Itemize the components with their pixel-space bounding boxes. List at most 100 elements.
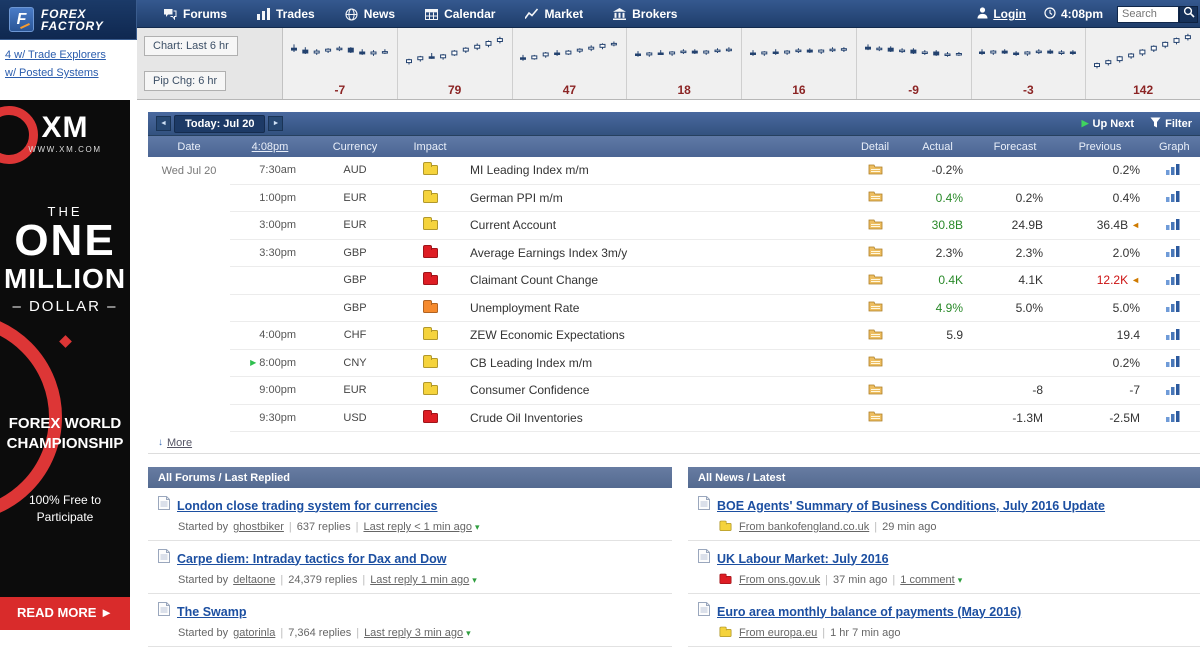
nav-item-label: Calendar	[444, 7, 496, 21]
more-link[interactable]: More	[167, 436, 193, 449]
pip-change-value[interactable]: -9	[908, 83, 919, 97]
news-source-link[interactable]: From europa.eu	[739, 627, 818, 639]
calendar-row[interactable]: ▶3:30pm GBP Average Earnings Index 3m/y …	[148, 240, 1200, 267]
graph-icon[interactable]	[1165, 245, 1180, 260]
pip-change-value[interactable]: -7	[334, 83, 346, 97]
pip-change-value[interactable]: 79	[447, 83, 462, 97]
graph-icon[interactable]	[1165, 273, 1180, 288]
next-day-button[interactable]: ►	[268, 116, 284, 131]
timezone-link[interactable]: 4:08pm	[251, 140, 289, 153]
mini-chart[interactable]: -9	[855, 28, 971, 99]
prev-day-button[interactable]: ◄	[156, 116, 171, 131]
xm-advertisement[interactable]: XM WWW.XM.COM THE ONE MILLION – DOLLAR –…	[0, 100, 130, 630]
calendar-row[interactable]: ▶9:00pm EUR Consumer Confidence -8 -7◄	[148, 377, 1200, 405]
thread-author-link[interactable]: deltaone	[233, 574, 276, 586]
graph-icon[interactable]	[1165, 328, 1180, 343]
event-actual	[900, 350, 975, 377]
detail-folder-icon[interactable]	[868, 218, 883, 233]
pip-change-value[interactable]: 47	[562, 83, 577, 97]
detail-folder-icon[interactable]	[868, 328, 883, 343]
nav-item-brokers[interactable]: Brokers	[598, 0, 692, 28]
filter-button[interactable]: Filter	[1150, 117, 1192, 131]
graph-icon[interactable]	[1165, 410, 1180, 425]
last-reply-link[interactable]: Last reply < 1 min ago	[363, 521, 472, 533]
today-label[interactable]: Today: Jul 20	[174, 114, 266, 133]
mini-chart[interactable]: -7	[283, 28, 397, 99]
thread-title-link[interactable]: Carpe diem: Intraday tactics for Dax and…	[177, 551, 447, 566]
dropdown-arrow-icon[interactable]: ▾	[957, 574, 963, 585]
search-input[interactable]	[1117, 5, 1179, 23]
graph-icon[interactable]	[1165, 218, 1180, 233]
calendar-row[interactable]: Wed Jul 20 ▶7:30am AUD MI Leading Index …	[148, 157, 1200, 185]
login-link[interactable]: Login	[977, 6, 1026, 22]
news-title-link[interactable]: BOE Agents' Summary of Business Conditio…	[717, 498, 1106, 513]
sidebar-link-trade-explorers[interactable]: 4 w/ Trade Explorers	[5, 49, 106, 61]
detail-folder-icon[interactable]	[868, 355, 883, 370]
thread-author-link[interactable]: gatorinla	[233, 627, 276, 639]
pip-change-value[interactable]: 18	[677, 83, 691, 97]
graph-icon[interactable]	[1165, 355, 1180, 370]
calendar-row[interactable]: ▶8:00pm CNY CB Leading Index m/m 0.2%◄	[148, 350, 1200, 377]
news-title-link[interactable]: Euro area monthly balance of payments (M…	[717, 604, 1022, 619]
ad-text: – DOLLAR –	[12, 298, 118, 315]
mini-chart[interactable]: 18	[626, 28, 741, 99]
mini-chart[interactable]: 142	[1085, 28, 1200, 99]
dropdown-arrow-icon[interactable]: ▾	[475, 521, 480, 532]
impact-icon	[422, 299, 438, 313]
nav-item-market[interactable]: Market	[510, 0, 598, 28]
calendar-row[interactable]: ▶4:00pm CHF ZEW Economic Expectations 5.…	[148, 322, 1200, 350]
news-title-link[interactable]: UK Labour Market: July 2016	[717, 551, 889, 566]
calendar-row[interactable]: ▶ GBP Claimant Count Change 0.4K 4.1K 12…	[148, 267, 1200, 295]
news-comments-link[interactable]: 1 comment	[900, 574, 955, 586]
thread-title-link[interactable]: London close trading system for currenci…	[177, 498, 438, 513]
graph-cell	[1145, 267, 1200, 295]
calendar-row[interactable]: ▶3:00pm EUR Current Account 30.8B 24.9B …	[148, 212, 1200, 240]
forums-panel-header[interactable]: All Forums / Last Replied	[148, 467, 672, 488]
chart-period-label[interactable]: Chart: Last 6 hr	[144, 35, 238, 56]
graph-icon[interactable]	[1165, 383, 1180, 398]
sidebar-link-posted-systems[interactable]: w/ Posted Systems	[5, 67, 99, 79]
detail-folder-icon[interactable]	[868, 163, 883, 178]
last-reply-link[interactable]: Last reply 3 min ago	[364, 627, 464, 639]
graph-icon[interactable]	[1165, 300, 1180, 315]
last-reply-link[interactable]: Last reply 1 min ago	[370, 574, 470, 586]
ad-site-url: WWW.XM.COM	[28, 145, 102, 154]
pip-change-value[interactable]: 16	[792, 83, 806, 97]
thread-title-link[interactable]: The Swamp	[177, 604, 247, 619]
nav-item-forums[interactable]: Forums	[148, 0, 242, 28]
nav-item-trades[interactable]: Trades	[242, 0, 330, 28]
candlestick-chart	[1089, 29, 1197, 82]
clock[interactable]: 4:08pm	[1044, 6, 1103, 22]
detail-folder-icon[interactable]	[868, 300, 883, 315]
calendar-row[interactable]: ▶1:00pm EUR German PPI m/m 0.4% 0.2% 0.4…	[148, 185, 1200, 212]
forex-factory-logo[interactable]: F FOREX FACTORY	[0, 0, 137, 40]
thread-author-link[interactable]: ghostbiker	[233, 521, 284, 533]
news-panel-header[interactable]: All News / Latest	[688, 467, 1200, 488]
detail-folder-icon[interactable]	[868, 190, 883, 205]
detail-folder-icon[interactable]	[868, 245, 883, 260]
mini-chart[interactable]: -3	[970, 28, 1086, 99]
detail-folder-icon[interactable]	[868, 410, 883, 425]
ad-read-more-button[interactable]: READ MORE ►	[0, 597, 130, 630]
news-source-link[interactable]: From bankofengland.co.uk	[739, 521, 870, 533]
graph-icon[interactable]	[1165, 190, 1180, 205]
nav-item-calendar[interactable]: Calendar	[410, 0, 510, 28]
mini-chart[interactable]: 16	[741, 28, 856, 99]
forums-icon	[163, 8, 177, 20]
calendar-row[interactable]: ▶9:30pm USD Crude Oil Inventories -1.3M …	[148, 405, 1200, 432]
dropdown-arrow-icon[interactable]: ▾	[466, 627, 471, 638]
mini-chart[interactable]: 47	[511, 28, 627, 99]
up-next-button[interactable]: ▶ Up Next	[1081, 117, 1135, 130]
pip-change-value[interactable]: 142	[1133, 83, 1154, 97]
detail-folder-icon[interactable]	[868, 273, 883, 288]
detail-folder-icon[interactable]	[868, 383, 883, 398]
nav-item-news[interactable]: News	[330, 0, 410, 28]
graph-icon[interactable]	[1165, 163, 1180, 178]
mini-chart[interactable]: 79	[396, 28, 512, 99]
calendar-row[interactable]: ▶ GBP Unemployment Rate 4.9% 5.0% 5.0%◄	[148, 295, 1200, 322]
news-source-link[interactable]: From ons.gov.uk	[739, 574, 821, 586]
pip-change-label[interactable]: Pip Chg: 6 hr	[144, 71, 227, 92]
dropdown-arrow-icon[interactable]: ▾	[472, 574, 477, 585]
pip-change-value[interactable]: -3	[1023, 83, 1034, 97]
search-button[interactable]	[1179, 5, 1198, 23]
